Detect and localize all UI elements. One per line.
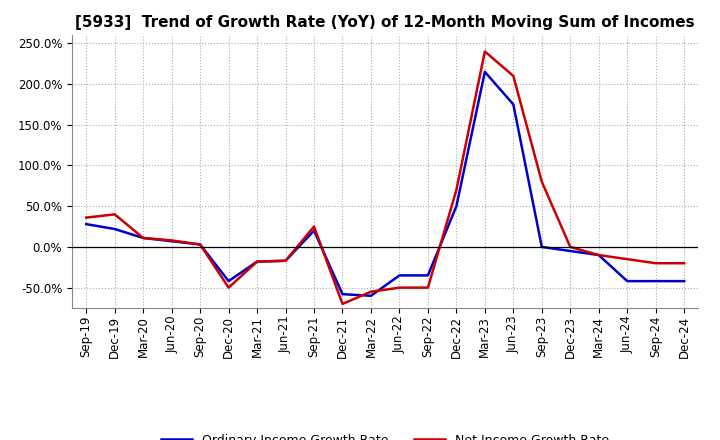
Ordinary Income Growth Rate	[282, 258, 290, 264]
Net Income Growth Rate	[509, 73, 518, 79]
Ordinary Income Growth Rate	[566, 248, 575, 253]
Legend: Ordinary Income Growth Rate, Net Income Growth Rate: Ordinary Income Growth Rate, Net Income …	[156, 429, 614, 440]
Ordinary Income Growth Rate	[480, 69, 489, 74]
Net Income Growth Rate	[338, 301, 347, 307]
Net Income Growth Rate	[167, 238, 176, 243]
Ordinary Income Growth Rate	[366, 293, 375, 298]
Net Income Growth Rate	[225, 285, 233, 290]
Net Income Growth Rate	[110, 212, 119, 217]
Ordinary Income Growth Rate	[509, 102, 518, 107]
Net Income Growth Rate	[253, 259, 261, 264]
Net Income Growth Rate	[680, 260, 688, 266]
Line: Net Income Growth Rate: Net Income Growth Rate	[86, 51, 684, 304]
Ordinary Income Growth Rate	[595, 253, 603, 258]
Net Income Growth Rate	[623, 257, 631, 262]
Ordinary Income Growth Rate	[225, 279, 233, 284]
Ordinary Income Growth Rate	[623, 279, 631, 284]
Ordinary Income Growth Rate	[110, 226, 119, 231]
Net Income Growth Rate	[282, 258, 290, 264]
Ordinary Income Growth Rate	[395, 273, 404, 278]
Ordinary Income Growth Rate	[652, 279, 660, 284]
Ordinary Income Growth Rate	[167, 238, 176, 244]
Net Income Growth Rate	[139, 235, 148, 241]
Net Income Growth Rate	[595, 253, 603, 258]
Ordinary Income Growth Rate	[82, 221, 91, 227]
Ordinary Income Growth Rate	[423, 273, 432, 278]
Ordinary Income Growth Rate	[680, 279, 688, 284]
Net Income Growth Rate	[366, 289, 375, 294]
Line: Ordinary Income Growth Rate: Ordinary Income Growth Rate	[86, 72, 684, 296]
Net Income Growth Rate	[480, 49, 489, 54]
Ordinary Income Growth Rate	[139, 235, 148, 241]
Net Income Growth Rate	[652, 260, 660, 266]
Net Income Growth Rate	[537, 179, 546, 184]
Ordinary Income Growth Rate	[310, 228, 318, 233]
Ordinary Income Growth Rate	[253, 259, 261, 264]
Net Income Growth Rate	[566, 244, 575, 249]
Net Income Growth Rate	[82, 215, 91, 220]
Net Income Growth Rate	[196, 242, 204, 247]
Ordinary Income Growth Rate	[338, 292, 347, 297]
Net Income Growth Rate	[310, 224, 318, 229]
Net Income Growth Rate	[395, 285, 404, 290]
Ordinary Income Growth Rate	[537, 244, 546, 249]
Title: [5933]  Trend of Growth Rate (YoY) of 12-Month Moving Sum of Incomes: [5933] Trend of Growth Rate (YoY) of 12-…	[76, 15, 695, 30]
Ordinary Income Growth Rate	[196, 242, 204, 247]
Net Income Growth Rate	[452, 187, 461, 193]
Net Income Growth Rate	[423, 285, 432, 290]
Ordinary Income Growth Rate	[452, 204, 461, 209]
